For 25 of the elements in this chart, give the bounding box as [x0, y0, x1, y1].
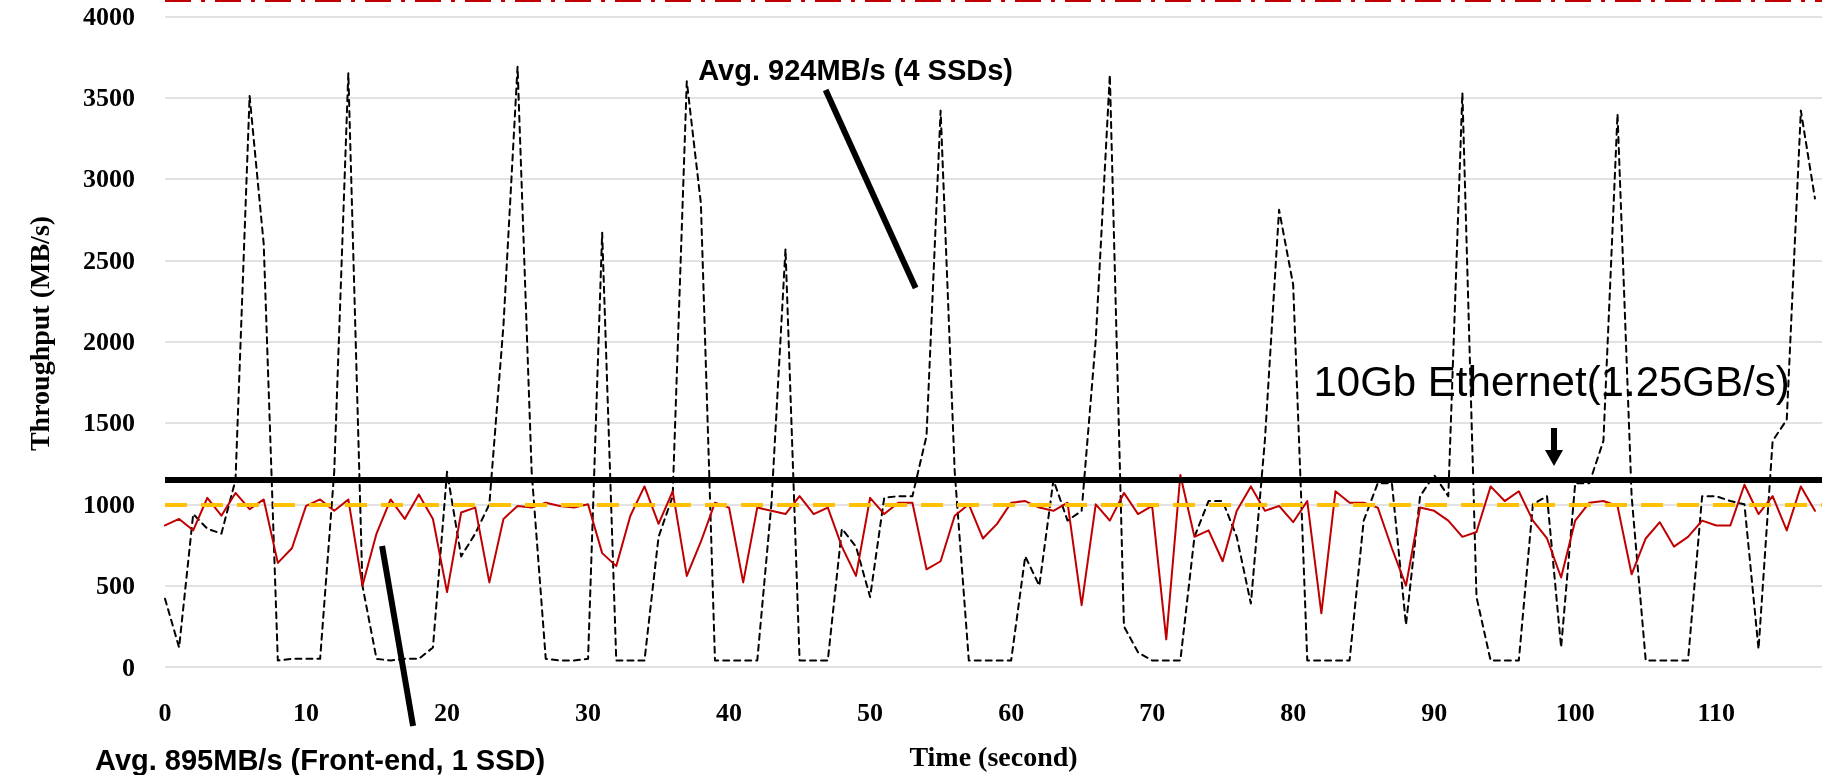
annotation: Avg. 924MB/s (4 SSDs) — [698, 54, 1014, 87]
x-axis-title: Time (second) — [909, 740, 1078, 772]
x-tick-label: 20 — [434, 697, 461, 727]
x-tick-label: 50 — [857, 697, 884, 727]
x-tick-label: 30 — [575, 697, 602, 727]
x-tick-label: 90 — [1421, 697, 1448, 727]
y-tick-label: 500 — [96, 571, 135, 601]
y-tick-label: 3000 — [83, 164, 135, 194]
y-tick-label: 3500 — [83, 83, 135, 113]
x-tick-label: 0 — [158, 697, 172, 727]
x-tick-label: 40 — [716, 697, 743, 727]
y-tick-label: 2500 — [83, 245, 135, 275]
x-tick-label: 10 — [293, 697, 320, 727]
x-tick-label: 70 — [1139, 697, 1166, 727]
x-tick-label: 110 — [1697, 697, 1736, 727]
y-tick-label: 4000 — [83, 1, 135, 31]
y-tick-label: 1500 — [83, 408, 135, 438]
line-series — [164, 474, 1816, 641]
x-tick-label: 60 — [998, 697, 1025, 727]
y-tick-label: 1000 — [83, 489, 135, 519]
y-tick-label: 0 — [122, 652, 135, 682]
y-axis-title: Throughput (MB/s) — [23, 215, 55, 452]
y-tick-label: 2000 — [83, 327, 135, 357]
x-tick-label: 100 — [1555, 697, 1595, 727]
x-tick-label: 80 — [1280, 697, 1307, 727]
